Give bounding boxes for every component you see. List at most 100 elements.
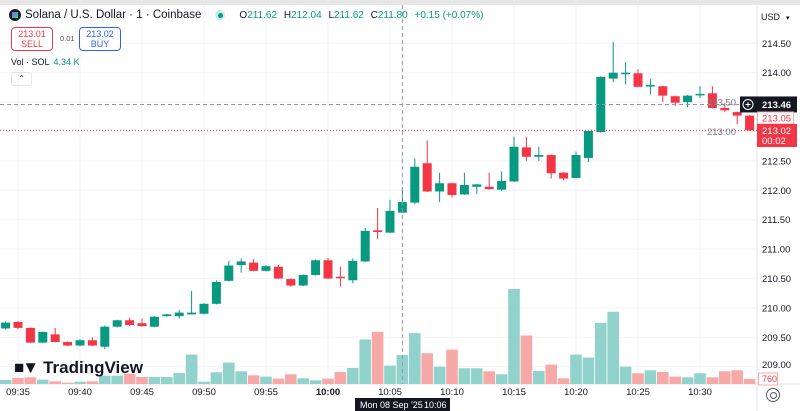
volume-label: Vol · SOL [11, 57, 50, 67]
candle-up [199, 303, 209, 314]
candle-up [683, 95, 693, 103]
candle-up [224, 265, 234, 281]
candle-up [397, 202, 407, 213]
candle-up [174, 312, 184, 317]
candle-up [385, 210, 395, 233]
y-tick-label: 214.50 [762, 39, 791, 50]
candle-down [286, 279, 296, 286]
crosshair-time-label: 10:06 [424, 400, 447, 410]
volume-bar [136, 376, 148, 384]
currency-selector[interactable]: USD ▾ [757, 9, 795, 25]
volume-bar [148, 376, 161, 384]
volume-bar [334, 371, 347, 384]
volume-bar [198, 381, 210, 384]
x-tick-label: 09:35 [6, 387, 30, 398]
volume-legend[interactable]: Vol · SOL 4.34 K [11, 57, 80, 67]
candle-up [435, 183, 445, 192]
candle-up [236, 261, 246, 265]
close-label: C [370, 9, 378, 21]
candle-up [360, 230, 370, 262]
buy-price: 213.02 [86, 29, 114, 39]
candle-up [112, 320, 122, 327]
volume-bar [111, 375, 123, 384]
candle-down [546, 155, 556, 174]
settings-gear-icon[interactable] [766, 388, 780, 402]
ohlc-values: O211.62 H212.04 L211.62 C211.80 +0.15 (+… [239, 10, 487, 21]
candle-down [720, 107, 730, 111]
volume-bar [99, 375, 111, 384]
volume-bar [86, 381, 99, 384]
crosshair-time-box [355, 398, 450, 411]
candle-up [583, 130, 593, 158]
market-status-icon[interactable] [215, 10, 226, 20]
volume-bar [433, 366, 446, 384]
volume-bar [446, 349, 458, 384]
candle-down [422, 163, 432, 192]
candle-up [162, 314, 172, 317]
x-tick-label: 09:45 [130, 387, 154, 398]
y-tick-label: 213.00 [707, 127, 736, 138]
crosshair-date-label: Mon 08 Sep '25 [360, 400, 423, 410]
sell-button[interactable]: 213.01 SELL [11, 27, 53, 51]
open-label: O [239, 9, 248, 21]
candle-down [521, 147, 531, 157]
chevron-up-icon: ⌃ [18, 74, 25, 83]
candle-up [571, 155, 581, 178]
buy-button[interactable]: 213.02 BUY [79, 27, 121, 51]
volume-value: 4.34 K [53, 57, 80, 67]
currency-label: USD [761, 12, 781, 22]
volume-bar [458, 368, 471, 384]
candle-down [137, 323, 147, 327]
volume-bar [24, 377, 37, 384]
candle-down [373, 230, 383, 233]
volume-bar [520, 335, 533, 384]
sell-price: 213.01 [18, 29, 46, 39]
candle-up [509, 146, 519, 182]
candle-down [658, 86, 668, 96]
candle-up [38, 332, 48, 343]
x-tick-label: 09:50 [192, 387, 216, 398]
volume-bar [210, 372, 223, 384]
candle-up [75, 340, 85, 346]
volume-bar [409, 333, 421, 384]
tradingview-logo[interactable]: ■▼ TradingView [14, 358, 143, 378]
volume-bar [483, 371, 495, 384]
candle-down [707, 93, 717, 108]
x-tick-label: 10:05 [378, 387, 402, 398]
volume-bar [272, 378, 285, 384]
candle-up [621, 72, 631, 75]
symbol-title[interactable]: Solana / U.S. Dollar · 1 · Coinbase [25, 9, 202, 21]
change-value: +0.15 (+0.07%) [414, 9, 484, 21]
candle-up [298, 274, 308, 286]
candle-up [596, 76, 606, 133]
volume-bar [37, 379, 49, 384]
candle-down [50, 334, 60, 343]
candle-down [125, 320, 135, 325]
volume-bar [495, 374, 508, 384]
volume-bar [123, 373, 136, 384]
candle-up [645, 85, 655, 87]
volume-bar [359, 339, 371, 384]
volume-bar [322, 378, 334, 384]
candle-down [273, 266, 283, 279]
buy-label: BUY [90, 39, 110, 49]
candle-down [670, 96, 680, 103]
countdown-label: 00:02 [762, 136, 786, 147]
volume-bar [607, 311, 619, 384]
candle-up [695, 93, 705, 96]
x-tick-label: 10:25 [626, 387, 650, 398]
candle-down [484, 186, 494, 190]
low-value: 211.62 [334, 9, 364, 21]
candle-down [745, 115, 755, 131]
volume-bar [706, 377, 719, 384]
candle-up [348, 260, 358, 281]
spread-value: 0.01 [60, 34, 75, 43]
volume-bar [173, 372, 185, 384]
volume-bar [247, 375, 260, 384]
chart-legend: Solana / U.S. Dollar · 1 · Coinbase O211… [9, 9, 487, 21]
open-value: 211.62 [247, 9, 278, 21]
chevron-down-icon: ▾ [786, 15, 790, 22]
last-volume-label: 760 [762, 374, 777, 384]
collapse-legend-button[interactable]: ⌃ [11, 72, 32, 86]
